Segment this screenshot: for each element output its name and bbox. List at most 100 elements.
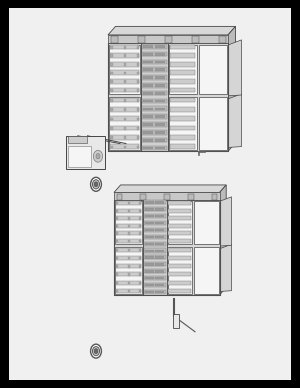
Bar — [143, 76, 153, 79]
Bar — [116, 216, 142, 220]
Bar — [170, 71, 195, 75]
Bar — [137, 136, 139, 139]
Bar — [116, 209, 142, 213]
Bar — [142, 130, 167, 135]
Circle shape — [93, 150, 103, 162]
Bar — [115, 201, 142, 244]
Bar — [142, 99, 167, 103]
Bar — [142, 114, 167, 119]
Bar — [170, 135, 195, 140]
Bar — [139, 265, 142, 268]
Bar — [110, 45, 139, 49]
Bar — [154, 76, 165, 79]
Bar — [116, 274, 118, 276]
Circle shape — [94, 349, 98, 353]
Bar — [116, 217, 118, 220]
Bar — [143, 139, 153, 142]
Bar — [143, 69, 153, 71]
Polygon shape — [220, 244, 232, 291]
Circle shape — [91, 177, 101, 191]
Bar — [170, 98, 195, 102]
Bar — [145, 229, 154, 231]
Bar — [144, 228, 166, 232]
Bar — [168, 239, 190, 243]
Polygon shape — [228, 26, 236, 151]
Bar — [170, 126, 195, 130]
Bar — [212, 194, 218, 200]
Bar — [110, 144, 139, 149]
Bar — [164, 194, 170, 200]
Bar — [170, 53, 195, 58]
Bar — [124, 127, 126, 130]
Bar — [116, 257, 118, 259]
Bar — [116, 265, 118, 268]
Bar — [110, 146, 113, 148]
Bar — [168, 201, 192, 244]
Bar — [168, 43, 228, 151]
Bar — [128, 274, 130, 276]
Bar — [170, 107, 195, 112]
Bar — [124, 146, 126, 148]
Bar — [139, 210, 142, 212]
Bar — [170, 88, 195, 92]
Bar — [192, 36, 199, 43]
Bar — [168, 256, 190, 260]
Bar — [142, 59, 167, 64]
Bar — [114, 200, 220, 295]
Bar — [155, 291, 164, 293]
Circle shape — [96, 154, 100, 159]
Bar — [116, 225, 118, 227]
Bar — [108, 43, 228, 151]
Bar — [115, 247, 142, 293]
Bar — [110, 80, 113, 83]
Polygon shape — [108, 26, 236, 35]
Bar — [194, 201, 218, 244]
Bar — [139, 274, 142, 276]
Bar — [144, 200, 166, 204]
Bar — [128, 240, 130, 242]
Bar — [124, 72, 126, 74]
Bar — [116, 264, 142, 268]
Bar — [137, 63, 139, 66]
Bar — [143, 61, 153, 63]
Bar — [145, 249, 154, 252]
Bar — [170, 144, 195, 149]
Bar — [116, 231, 142, 236]
Bar — [155, 249, 164, 252]
Bar — [142, 44, 167, 48]
Bar — [144, 221, 166, 225]
Bar — [145, 208, 154, 211]
Polygon shape — [220, 197, 232, 246]
Bar — [145, 263, 154, 266]
Bar — [110, 89, 113, 92]
Bar — [144, 269, 166, 273]
Polygon shape — [114, 185, 226, 192]
Bar — [142, 122, 167, 127]
Bar — [144, 283, 166, 287]
Bar — [155, 277, 164, 279]
Bar — [142, 146, 167, 150]
Bar — [128, 257, 130, 259]
Bar — [145, 270, 154, 272]
Bar — [110, 126, 139, 130]
Bar — [116, 289, 142, 293]
Bar — [154, 100, 165, 102]
Bar — [144, 242, 166, 246]
Bar — [144, 290, 166, 294]
Bar — [155, 201, 164, 204]
Bar — [68, 146, 91, 167]
Bar — [124, 89, 126, 92]
Bar — [116, 240, 118, 242]
Bar — [116, 256, 142, 260]
Bar — [116, 239, 142, 243]
Bar — [116, 290, 118, 292]
Bar — [124, 54, 126, 57]
Bar — [142, 52, 167, 56]
Bar — [168, 289, 190, 293]
Bar — [168, 247, 192, 293]
Bar — [168, 201, 190, 205]
Bar — [137, 118, 139, 120]
Bar — [154, 45, 165, 48]
Bar — [168, 216, 190, 220]
Bar — [117, 194, 122, 200]
